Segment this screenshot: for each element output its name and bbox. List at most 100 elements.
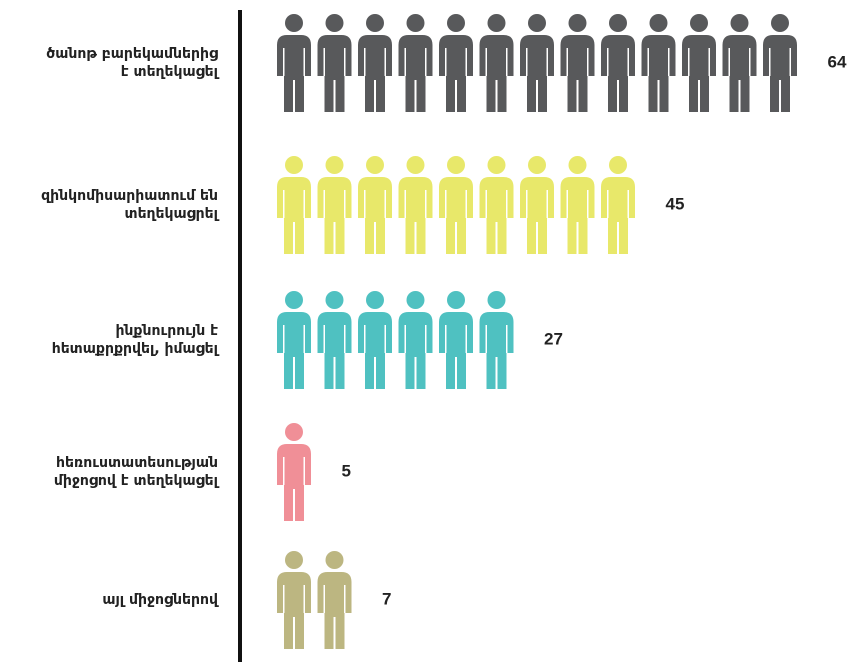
icon-arm-gap xyxy=(728,48,730,76)
icon-arm-gap xyxy=(425,48,427,76)
icon-body xyxy=(358,35,392,112)
icon-arm-gap xyxy=(627,48,629,76)
person-icon xyxy=(277,551,311,649)
icon-head xyxy=(285,291,303,309)
icon-head xyxy=(568,156,587,174)
icon-arm-gap xyxy=(344,325,346,353)
icon-arm-gap xyxy=(303,325,305,353)
icon-body xyxy=(520,177,554,254)
icon-body xyxy=(439,177,473,254)
person-icon xyxy=(398,291,433,389)
icon-head xyxy=(406,156,425,174)
icon-head xyxy=(568,14,587,32)
person-icon xyxy=(479,156,514,254)
icon-head xyxy=(325,156,344,174)
icon-body xyxy=(398,312,433,389)
icon-head xyxy=(366,14,384,32)
person-icon xyxy=(317,156,352,254)
icon-head xyxy=(406,14,425,32)
icon-arm-gap xyxy=(769,48,771,76)
category-label: ծանոթ բարեկամներից է տեղեկացել xyxy=(46,46,218,80)
icon-arm-gap xyxy=(627,190,629,218)
person-icon xyxy=(358,156,392,254)
icon-body xyxy=(398,35,433,112)
icon-head xyxy=(447,291,465,309)
person-icon xyxy=(277,14,311,112)
icon-head xyxy=(285,423,303,441)
person-icon xyxy=(277,423,311,521)
icon-arm-gap xyxy=(587,190,589,218)
person-icon xyxy=(439,291,473,389)
icon-arm-gap xyxy=(283,585,285,613)
icon-head xyxy=(487,291,506,309)
icon-body xyxy=(601,177,635,254)
icon-arm-gap xyxy=(465,190,467,218)
icon-arm-gap xyxy=(506,48,508,76)
person-icon xyxy=(601,14,635,112)
icon-head xyxy=(690,14,708,32)
icon-head xyxy=(609,156,627,174)
icon-body xyxy=(277,572,311,649)
icon-arm-gap xyxy=(668,48,670,76)
icon-head xyxy=(730,14,749,32)
icon-arm-gap xyxy=(587,48,589,76)
icon-arm-gap xyxy=(485,48,487,76)
person-icon xyxy=(763,14,797,112)
icon-head xyxy=(649,14,668,32)
icon-arm-gap xyxy=(384,48,386,76)
person-icon xyxy=(439,14,473,112)
icon-arm-gap xyxy=(445,190,447,218)
icon-head xyxy=(487,14,506,32)
icon-arm-gap xyxy=(566,190,568,218)
icon-body xyxy=(479,35,514,112)
person-icon xyxy=(560,14,595,112)
icon-head xyxy=(285,156,303,174)
icon-arm-gap xyxy=(566,48,568,76)
icon-arm-gap xyxy=(445,48,447,76)
icon-body xyxy=(479,312,514,389)
icon-arm-gap xyxy=(749,48,751,76)
category-label: հեռուստատեսության միջոցով է տեղեկացել xyxy=(53,455,218,489)
icon-head xyxy=(325,14,344,32)
axis-line xyxy=(238,10,242,662)
icon-arm-gap xyxy=(404,190,406,218)
icon-body xyxy=(358,312,392,389)
icon-head xyxy=(609,14,627,32)
icon-body xyxy=(439,312,473,389)
icon-body xyxy=(317,572,352,649)
icon-body xyxy=(641,35,676,112)
icon-arm-gap xyxy=(485,325,487,353)
icon-arm-gap xyxy=(303,190,305,218)
person-icon xyxy=(439,156,473,254)
icon-body xyxy=(560,35,595,112)
icon-arm-gap xyxy=(323,48,325,76)
icon-head xyxy=(771,14,789,32)
icon-arm-gap xyxy=(607,190,609,218)
icon-body xyxy=(601,35,635,112)
person-icon xyxy=(317,551,352,649)
icon-body xyxy=(520,35,554,112)
icon-arm-gap xyxy=(546,48,548,76)
icon-arm-gap xyxy=(647,48,649,76)
icon-head xyxy=(447,156,465,174)
category-label: այլ միջոցներով xyxy=(102,592,218,608)
icon-arm-gap xyxy=(506,325,508,353)
icon-arm-gap xyxy=(303,48,305,76)
person-icon xyxy=(479,291,514,389)
icon-arm-gap xyxy=(607,48,609,76)
icon-head xyxy=(447,14,465,32)
icon-head xyxy=(285,14,303,32)
icon-arm-gap xyxy=(526,190,528,218)
icon-arm-gap xyxy=(344,585,346,613)
icon-head xyxy=(325,291,344,309)
person-icon xyxy=(479,14,514,112)
person-icon xyxy=(520,14,554,112)
icon-body xyxy=(722,35,757,112)
icon-arm-gap xyxy=(384,190,386,218)
icon-arm-gap xyxy=(283,325,285,353)
icon-head xyxy=(528,156,546,174)
icon-arm-gap xyxy=(323,190,325,218)
person-icon xyxy=(398,14,433,112)
icon-head xyxy=(406,291,425,309)
